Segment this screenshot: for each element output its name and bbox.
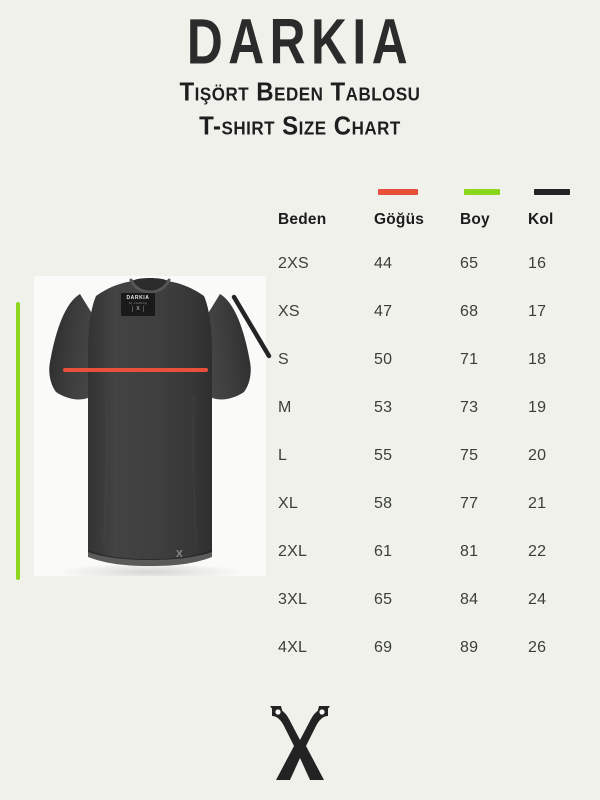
length-accent-bar bbox=[464, 189, 500, 195]
table-row: S 50 71 18 bbox=[278, 336, 578, 384]
cell-kol: 24 bbox=[528, 591, 547, 608]
cell-beden: M bbox=[278, 399, 292, 416]
cell-kol: 19 bbox=[528, 399, 547, 416]
subtitle-english: T-shirt Size Chart bbox=[199, 111, 401, 142]
column-accent-bars bbox=[278, 186, 578, 200]
cell-kol: 20 bbox=[528, 447, 547, 464]
table-row: 3XL 65 84 24 bbox=[278, 576, 578, 624]
cell-boy: 73 bbox=[460, 399, 479, 416]
cell-beden: 3XL bbox=[278, 591, 308, 608]
header-beden: Beden bbox=[278, 211, 327, 228]
cell-boy: 81 bbox=[460, 543, 479, 560]
cell-kol: 16 bbox=[528, 255, 547, 272]
cell-kol: 17 bbox=[528, 303, 547, 320]
neck-label-brand: DARKIA bbox=[126, 295, 150, 301]
chest-accent-bar bbox=[378, 189, 418, 195]
length-guide-line bbox=[16, 302, 20, 580]
table-header-row: Beden Göğüs Boy Kol bbox=[278, 200, 578, 240]
size-table: Beden Göğüs Boy Kol 2XS 44 65 16 XS 47 6… bbox=[278, 186, 578, 672]
cell-kol: 26 bbox=[528, 639, 547, 656]
cell-beden: XS bbox=[278, 303, 300, 320]
cell-beden: L bbox=[278, 447, 288, 464]
cell-beden: 2XS bbox=[278, 255, 309, 272]
cell-gogus: 61 bbox=[374, 543, 393, 560]
header-boy: Boy bbox=[460, 211, 490, 228]
table-row: 2XS 44 65 16 bbox=[278, 240, 578, 288]
table-row: XS 47 68 17 bbox=[278, 288, 578, 336]
table-row: 4XL 69 89 26 bbox=[278, 624, 578, 672]
subtitle-turkish: Tişört Beden Tablosu bbox=[179, 77, 421, 108]
cell-gogus: 44 bbox=[374, 255, 393, 272]
cell-boy: 65 bbox=[460, 255, 479, 272]
neck-label-size: X bbox=[132, 306, 144, 312]
cell-gogus: 55 bbox=[374, 447, 393, 464]
tshirt-illustration bbox=[34, 276, 266, 576]
brand-wordmark: DARKIA bbox=[186, 6, 414, 78]
cell-gogus: 65 bbox=[374, 591, 393, 608]
cell-gogus: 58 bbox=[374, 495, 393, 512]
neck-label-sub: by clothing bbox=[129, 301, 147, 305]
footer-logo bbox=[0, 704, 600, 786]
tshirt-photo bbox=[34, 276, 266, 576]
cell-gogus: 69 bbox=[374, 639, 393, 656]
cell-boy: 68 bbox=[460, 303, 479, 320]
cell-kol: 18 bbox=[528, 351, 547, 368]
header-gogus: Göğüs bbox=[374, 211, 425, 228]
table-row: 2XL 61 81 22 bbox=[278, 528, 578, 576]
cell-beden: XL bbox=[278, 495, 298, 512]
cell-boy: 75 bbox=[460, 447, 479, 464]
cell-boy: 71 bbox=[460, 351, 479, 368]
cell-beden: 2XL bbox=[278, 543, 308, 560]
neck-label: DARKIA by clothing X bbox=[121, 293, 155, 316]
cell-boy: 89 bbox=[460, 639, 479, 656]
brand-header: DARKIA Tişört Beden Tablosu T-shirt Size… bbox=[0, 6, 600, 142]
cell-boy: 77 bbox=[460, 495, 479, 512]
hem-logo-icon: X bbox=[176, 549, 183, 560]
cell-gogus: 47 bbox=[374, 303, 393, 320]
cell-boy: 84 bbox=[460, 591, 479, 608]
x-logo-icon bbox=[270, 706, 330, 780]
header-kol: Kol bbox=[528, 211, 554, 228]
table-row: XL 58 77 21 bbox=[278, 480, 578, 528]
cell-beden: S bbox=[278, 351, 289, 368]
table-row: L 55 75 20 bbox=[278, 432, 578, 480]
sleeve-accent-bar bbox=[534, 189, 570, 195]
sleeve-guide-line bbox=[231, 294, 272, 359]
cell-kol: 22 bbox=[528, 543, 547, 560]
table-row: M 53 73 19 bbox=[278, 384, 578, 432]
chest-guide-line bbox=[63, 368, 208, 372]
cell-gogus: 53 bbox=[374, 399, 393, 416]
cell-beden: 4XL bbox=[278, 639, 308, 656]
cell-kol: 21 bbox=[528, 495, 547, 512]
cell-gogus: 50 bbox=[374, 351, 393, 368]
